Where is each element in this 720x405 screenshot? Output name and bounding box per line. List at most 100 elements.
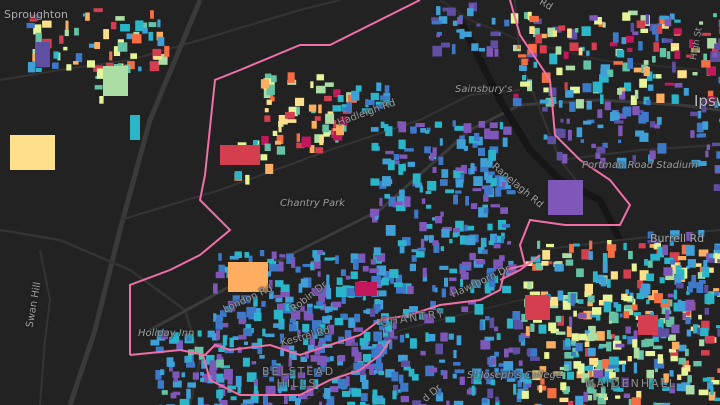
building[interactable] (228, 262, 268, 292)
building[interactable] (472, 188, 482, 192)
building[interactable] (142, 27, 148, 34)
building[interactable] (502, 181, 506, 187)
building[interactable] (445, 189, 455, 194)
building[interactable] (520, 81, 530, 87)
building[interactable] (376, 265, 387, 276)
building[interactable] (600, 68, 608, 77)
building[interactable] (160, 369, 165, 375)
building[interactable] (335, 255, 339, 264)
building[interactable] (223, 369, 233, 380)
building[interactable] (623, 393, 631, 399)
building[interactable] (699, 161, 707, 166)
building[interactable] (692, 72, 698, 76)
building[interactable] (577, 363, 585, 375)
building[interactable] (253, 312, 262, 321)
building[interactable] (625, 289, 629, 294)
building[interactable] (35, 42, 50, 67)
building[interactable] (439, 265, 449, 270)
building[interactable] (513, 93, 519, 101)
building[interactable] (155, 370, 162, 380)
building[interactable] (693, 324, 699, 334)
building[interactable] (578, 333, 587, 341)
building[interactable] (158, 53, 168, 65)
building[interactable] (619, 313, 623, 318)
building[interactable] (384, 193, 391, 199)
building[interactable] (698, 389, 709, 396)
building[interactable] (488, 240, 494, 245)
building[interactable] (495, 400, 500, 405)
building[interactable] (535, 262, 544, 270)
building[interactable] (681, 367, 687, 376)
building[interactable] (606, 244, 617, 251)
building[interactable] (276, 134, 284, 145)
building[interactable] (664, 16, 672, 27)
building[interactable] (259, 355, 265, 359)
building[interactable] (489, 130, 499, 140)
building[interactable] (640, 28, 649, 33)
building[interactable] (316, 74, 325, 81)
building[interactable] (539, 99, 549, 104)
building[interactable] (405, 333, 410, 339)
building[interactable] (566, 326, 572, 338)
building[interactable] (411, 255, 417, 262)
building[interactable] (27, 62, 36, 73)
building[interactable] (29, 14, 38, 22)
building[interactable] (656, 74, 661, 79)
building[interactable] (581, 26, 591, 36)
building[interactable] (149, 61, 160, 72)
building[interactable] (279, 254, 286, 258)
building[interactable] (374, 255, 383, 258)
building[interactable] (557, 290, 564, 301)
building[interactable] (264, 143, 271, 151)
building[interactable] (295, 266, 301, 273)
building[interactable] (716, 325, 720, 329)
building[interactable] (347, 401, 356, 405)
building[interactable] (382, 328, 389, 338)
building[interactable] (314, 116, 321, 121)
building[interactable] (623, 305, 634, 316)
building[interactable] (526, 348, 531, 356)
building[interactable] (244, 341, 248, 346)
building[interactable] (397, 240, 407, 247)
building[interactable] (335, 286, 345, 298)
building[interactable] (340, 313, 347, 318)
building[interactable] (714, 291, 720, 296)
building[interactable] (403, 309, 410, 319)
building[interactable] (460, 164, 467, 174)
building[interactable] (670, 351, 678, 362)
building[interactable] (513, 320, 524, 330)
building[interactable] (285, 345, 295, 351)
building[interactable] (707, 66, 716, 76)
building[interactable] (263, 395, 268, 405)
building[interactable] (192, 372, 199, 380)
building[interactable] (85, 12, 90, 21)
building[interactable] (395, 205, 406, 212)
building[interactable] (235, 375, 242, 387)
building[interactable] (267, 258, 274, 263)
building[interactable] (453, 362, 461, 366)
building[interactable] (325, 306, 333, 312)
building[interactable] (652, 25, 663, 34)
building[interactable] (632, 155, 636, 166)
building[interactable] (211, 333, 219, 341)
building[interactable] (177, 346, 182, 351)
building[interactable] (609, 42, 618, 47)
building[interactable] (687, 259, 696, 268)
building[interactable] (682, 312, 686, 319)
building[interactable] (449, 286, 456, 296)
building[interactable] (540, 291, 549, 297)
building[interactable] (577, 299, 584, 304)
building[interactable] (644, 338, 654, 347)
building[interactable] (284, 111, 295, 119)
building[interactable] (548, 296, 558, 306)
building[interactable] (487, 268, 496, 272)
building[interactable] (222, 335, 227, 346)
building[interactable] (299, 379, 306, 390)
building[interactable] (261, 301, 266, 307)
building[interactable] (398, 139, 406, 150)
building[interactable] (449, 238, 453, 244)
building[interactable] (577, 313, 587, 319)
building[interactable] (686, 329, 692, 337)
building[interactable] (362, 265, 369, 272)
building[interactable] (296, 398, 302, 403)
